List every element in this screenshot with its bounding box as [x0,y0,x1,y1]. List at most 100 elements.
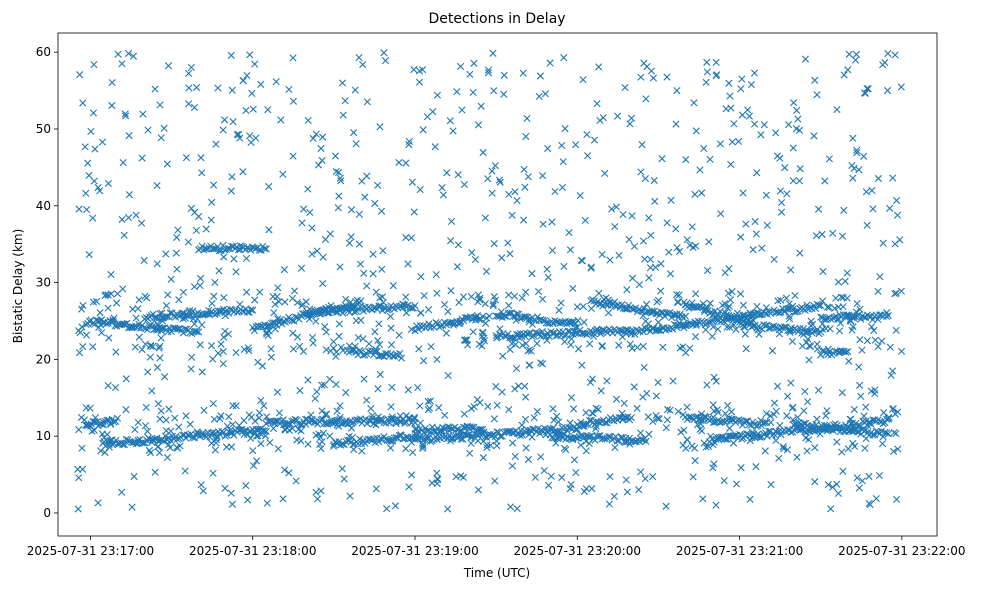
scatter-point-1500 [206,433,214,441]
scatter-point-2249 [224,244,232,253]
scatter-point-362 [156,354,164,362]
scatter-point-777 [855,166,863,174]
scatter-point-192 [199,487,207,495]
scatter-point-1415 [675,291,683,299]
scatter-point-1006 [134,418,142,427]
scatter-point-803 [862,403,870,411]
scatter-point-1391 [718,301,727,309]
scatter-point-272 [454,241,463,249]
scatter-point-1012 [800,407,808,415]
scatter-point-831 [181,467,189,475]
scatter-point-1382 [321,410,329,419]
scatter-point-708 [395,158,403,167]
scatter-point-459 [419,126,427,134]
scatter-point-583 [369,270,377,278]
scatter-point-663 [834,278,842,286]
scatter-point-1413 [101,292,109,300]
scatter-point-2872 [817,313,825,321]
scatter-point-2486 [516,315,524,323]
scatter-point-721 [710,373,718,381]
scatter-point-636 [627,114,636,122]
scatter-point-1355 [496,325,504,333]
scatter-point-1018 [493,442,501,450]
scatter-point-1133 [424,306,433,314]
scatter-point-11 [365,340,373,348]
scatter-point-2270 [260,245,269,253]
scatter-point-1222 [674,407,682,416]
scatter-point-1368 [704,442,713,451]
scatter-point-395 [279,170,287,178]
scatter-point-37 [280,466,289,474]
scatter-point-239 [845,357,853,365]
scatter-point-1110 [460,410,468,418]
scatter-point-109 [783,190,791,198]
scatter-point-449 [484,402,492,411]
scatter-point-240 [309,134,317,143]
scatter-point-553 [838,448,846,456]
scatter-point-1437 [113,414,122,422]
scatter-point-1955 [731,432,739,440]
scatter-point-1023 [524,347,532,355]
scatter-point-711 [163,160,171,168]
scatter-point-1167 [113,290,122,298]
scatter-point-676 [482,267,491,275]
scatter-point-874 [496,178,504,186]
scatter-point-1211 [371,328,379,336]
scatter-point-280 [458,106,466,114]
scatter-point-1120 [387,403,395,411]
scatter-point-995 [626,340,634,348]
scatter-point-2482 [509,312,517,320]
scatter-point-333 [125,191,134,199]
scatter-point-330 [537,359,545,367]
scatter-point-646 [377,207,386,215]
scatter-point-154 [446,117,454,125]
scatter-point-1299 [586,340,594,348]
scatter-point-344 [89,214,97,222]
scatter-point-490 [567,393,576,402]
scatter-point-1389 [175,296,183,304]
scatter-point-1266 [892,430,900,438]
scatter-point-526 [312,488,320,496]
scatter-point-140 [691,456,699,465]
scatter-point-530 [164,62,173,70]
scatter-point-1121 [207,342,216,350]
scatter-point-112 [75,205,83,213]
scatter-point-920 [772,436,780,445]
scatter-point-2911 [884,312,892,320]
scatter-point-529 [559,158,567,166]
scatter-point-610 [267,353,275,361]
scatter-point-117 [638,141,646,149]
scatter-point-2045 [884,415,892,423]
scatter-point-2823 [761,322,770,330]
scatter-point-727 [620,399,628,407]
scatter-point-1165 [271,325,279,333]
scatter-point-625 [700,439,708,447]
scatter-point-851 [423,113,432,121]
scatter-point-422 [120,231,128,239]
scatter-point-2271 [262,245,270,253]
scatter-point-209 [221,116,229,124]
scatter-point-955 [131,343,139,351]
x-axis: 2025-07-31 23:17:00 2025-07-31 23:18:00 20… [27,536,966,558]
scatter-point-743 [154,400,162,408]
scatter-point-126 [209,355,217,363]
scatter-point-220 [541,90,550,98]
scatter-point-426 [160,124,168,132]
scatter-point-1988 [787,428,795,437]
scatter-point-387 [331,152,340,160]
scatter-point-195 [645,274,653,282]
scatter-point-8 [454,171,462,179]
scatter-point-491 [692,290,700,298]
scatter-point-392 [232,348,240,357]
scatter-point-446 [98,138,107,146]
scatter-point-432 [755,330,763,338]
scatter-point-1177 [557,299,565,307]
scatter-point-728 [149,342,157,351]
scatter-point-29 [338,79,347,87]
scatter-point-671 [404,260,412,268]
scatter-point-739 [74,465,82,473]
scatter-point-92 [635,486,643,494]
scatter-point-1298 [165,405,173,413]
scatter-point-26 [335,168,343,176]
scatter-point-46 [474,121,483,129]
